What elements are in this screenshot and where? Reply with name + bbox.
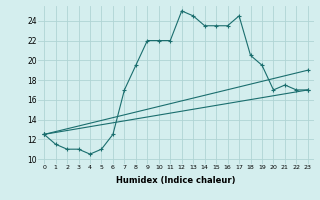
X-axis label: Humidex (Indice chaleur): Humidex (Indice chaleur) [116, 176, 236, 185]
